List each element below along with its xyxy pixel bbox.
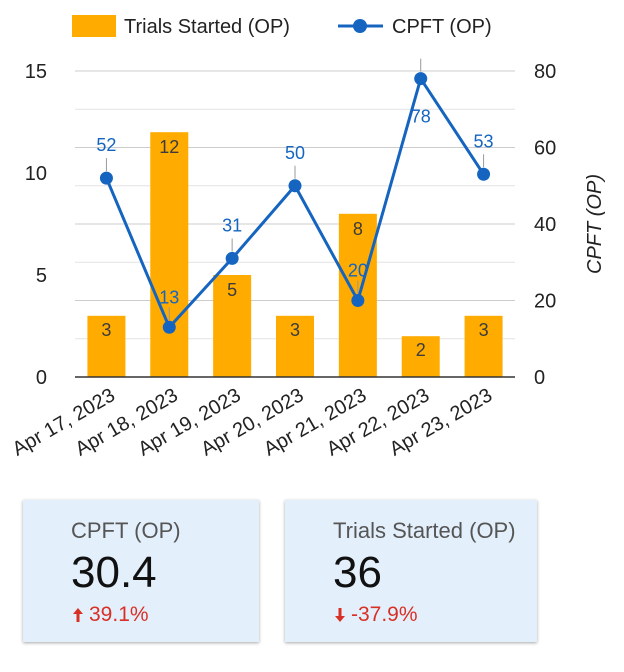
bar-data-label: 3 [479,320,489,340]
line-data-label: 13 [159,287,179,307]
line-point [162,320,176,334]
bar [87,315,126,377]
arrow-up-icon [73,608,83,622]
line-data-label: 53 [474,131,494,151]
y-right-axis-title: CPFT (OP) [584,174,606,274]
line-series: 52 13 31 50 20 78 53 [96,58,494,334]
line-point [99,171,113,185]
y-right-tick-label: 60 [534,138,556,160]
bar [276,315,314,377]
y-right-tick-label: 20 [534,291,556,313]
y-right-tick-label: 0 [534,367,545,389]
y-left-tick-label: 15 [25,61,47,83]
y-left-tick-label: 5 [36,265,47,287]
line-data-label: 50 [285,143,305,163]
y-right-tick-label: 40 [534,214,556,236]
scorecard-title: CPFT (OP) [71,518,181,543]
bar [401,336,440,377]
bar-data-label: 2 [416,340,426,360]
scorecard-delta: -37.9% [335,603,418,627]
bar [150,132,189,377]
line-data-label: 78 [411,107,431,127]
bar-data-label: 3 [290,320,300,340]
legend-swatch-point [353,19,367,33]
line-point [477,167,491,181]
bar-data-label: 5 [227,280,237,300]
scorecard-delta: 39.1% [73,603,149,627]
bar-data-label: 12 [159,137,179,157]
legend-label-line: CPFT (OP) [392,16,492,38]
y-right-tick-label: 80 [534,61,556,83]
legend-label-bar: Trials Started (OP) [124,16,290,38]
scorecard-trials[interactable]: Trials Started (OP) 36 -37.9% [285,500,537,642]
line-data-label: 52 [96,135,116,155]
line-data-label: 31 [222,215,242,235]
line-point [288,179,302,193]
scorecard-delta-value: -37.9% [351,603,418,626]
scorecard-title: Trials Started (OP) [333,518,516,543]
scorecard-delta-value: 39.1% [89,603,149,626]
bar-data-label: 8 [353,219,363,239]
line-point [414,72,428,86]
arrow-down-icon [335,608,345,622]
line-data-label: 20 [348,261,368,281]
bar [213,275,252,377]
bar-data-label: 3 [101,320,111,340]
bar [464,315,503,377]
scorecard-cpft[interactable]: CPFT (OP) 30.4 39.1% [23,500,259,642]
line-point [225,251,239,265]
y-left-tick-label: 10 [25,163,47,185]
line-point [351,294,365,307]
legend-swatch-bar [72,15,116,37]
gridlines [75,70,515,340]
y-left-tick-label: 0 [36,367,47,389]
scorecard-value: 30.4 [71,548,157,597]
chart-legend[interactable]: Trials Started (OP) CPFT (OP) [72,15,492,38]
scorecard-value: 36 [333,548,382,597]
